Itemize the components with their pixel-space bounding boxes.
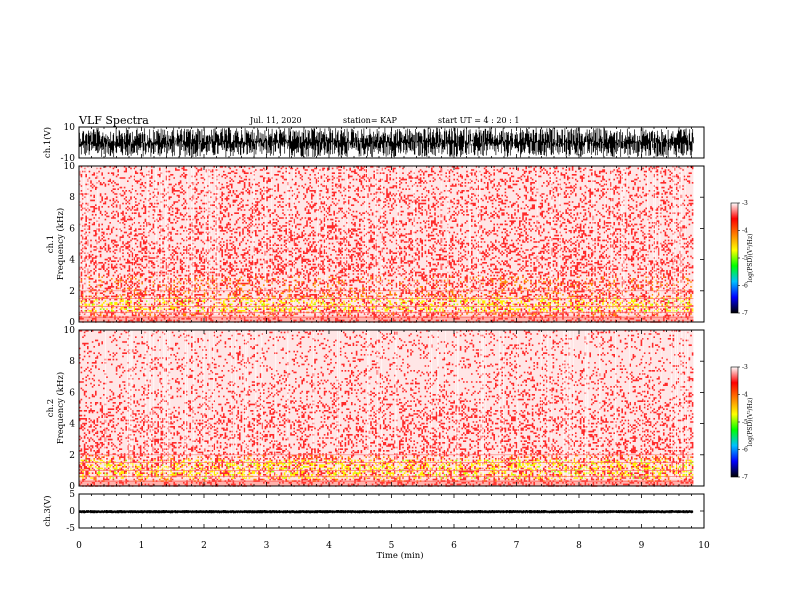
colorbar-bar: [730, 202, 739, 314]
header-date: Jul. 11, 2020: [249, 116, 302, 125]
y-tick-label: 2: [69, 451, 75, 461]
y-tick-label: 10: [64, 123, 76, 133]
x-axis-label: Time (min): [376, 550, 423, 561]
y-tick-label: -5: [66, 524, 75, 534]
y-axis-label: Frequency (kHz): [55, 372, 66, 444]
colorbar-tick-label: -5: [742, 419, 748, 426]
y-tick-label: 4: [69, 420, 75, 430]
ch1-colorbar: -3 -4 -5 -6 -7 log(PSD)(V²/Hz): [730, 200, 754, 317]
colorbar-tick-label: -3: [742, 200, 748, 207]
x-tick-label: 2: [201, 541, 207, 551]
x-tick-label: 4: [326, 541, 332, 551]
x-tick-label: 0: [76, 541, 82, 551]
y-tick-label: 6: [69, 388, 75, 398]
colorbar-tick-label: -6: [742, 283, 748, 290]
y-tick-label: 0: [69, 482, 75, 492]
header-station: station= KAP: [343, 116, 398, 125]
colorbar-tick-label: -3: [742, 364, 748, 371]
y-tick-label: 5: [69, 490, 75, 500]
time-axis: 0 1 2 3 4 5 6 7 8 9 10: [76, 541, 710, 551]
y-tick-label: 8: [69, 357, 75, 367]
y-tick-label: 10: [64, 326, 76, 336]
y-tick-label: 6: [69, 224, 75, 234]
x-tick-label: 3: [264, 541, 270, 551]
y-tick-label: 2: [69, 287, 75, 297]
chart-title: VLF Spectra: [78, 114, 149, 127]
y-axis-label: ch.2: [46, 399, 56, 417]
y-axis-label: Frequency (kHz): [55, 208, 66, 280]
header-start-time: start UT = 4 : 20 : 1: [438, 116, 519, 125]
y-tick-label: 8: [69, 193, 75, 203]
spectrogram-low-band: [79, 479, 694, 486]
ch1-waveform-trace: [79, 127, 694, 158]
y-tick-label: 0: [69, 318, 75, 328]
colorbar-tick-label: -6: [742, 447, 748, 454]
y-tick-label: 10: [64, 162, 76, 172]
x-tick-label: 1: [139, 541, 145, 551]
y-axis-label: ch.1: [46, 235, 56, 253]
y-tick-label: -10: [61, 154, 76, 164]
y-axis-label: ch.1(V): [42, 127, 53, 158]
spectrogram-cells-red: [79, 166, 694, 323]
x-tick-label: 6: [451, 541, 457, 551]
x-tick-label: 5: [389, 541, 395, 551]
x-tick-label: 9: [639, 541, 645, 551]
colorbar-bar: [730, 366, 739, 478]
y-axis-label: ch.3(V): [42, 495, 53, 526]
y-tick-label: 4: [69, 256, 75, 266]
colorbar-tick-label: -4: [742, 228, 748, 235]
colorbar-label: log(PSD)(V²/Hz): [747, 398, 754, 447]
x-tick-label: 10: [698, 541, 710, 551]
spectrogram-cells-yellow: [79, 459, 694, 479]
ch3-waveform-panel: 5 0 -5 ch.3(V): [42, 490, 705, 534]
ch2-colorbar: -3 -4 -5 -6 -7 log(PSD)(V²/Hz): [730, 364, 754, 481]
colorbar-label: log(PSD)(V²/Hz): [747, 234, 754, 283]
colorbar-tick-label: -4: [742, 392, 748, 399]
spectrogram-low-band: [79, 315, 694, 322]
x-tick-label: 7: [514, 541, 520, 551]
y-tick-label: 0: [69, 507, 75, 517]
colorbar-tick-label: -5: [742, 255, 748, 262]
spectrogram-streaks: [105, 330, 689, 478]
spectrogram-cells-orange: [79, 276, 692, 317]
ch1-spectrogram-panel: 0 2 4 6 8 10 ch.1 Frequency (kHz): [46, 162, 705, 328]
spectrogram-cells-red: [79, 330, 694, 487]
colorbar-tick-label: -7: [742, 310, 748, 317]
ch3-waveform-trace: [79, 510, 694, 514]
ch2-spectrogram-panel: 0 2 4 6 8 10 ch.2 Frequency (kHz): [46, 326, 705, 492]
ch1-waveform-panel: 10 -10 ch.1(V): [42, 123, 705, 164]
colorbar-tick-label: -7: [742, 474, 748, 481]
x-tick-label: 8: [576, 541, 582, 551]
spectrogram-streaks: [79, 166, 686, 314]
spectrogram-cells-yellow: [79, 297, 694, 312]
